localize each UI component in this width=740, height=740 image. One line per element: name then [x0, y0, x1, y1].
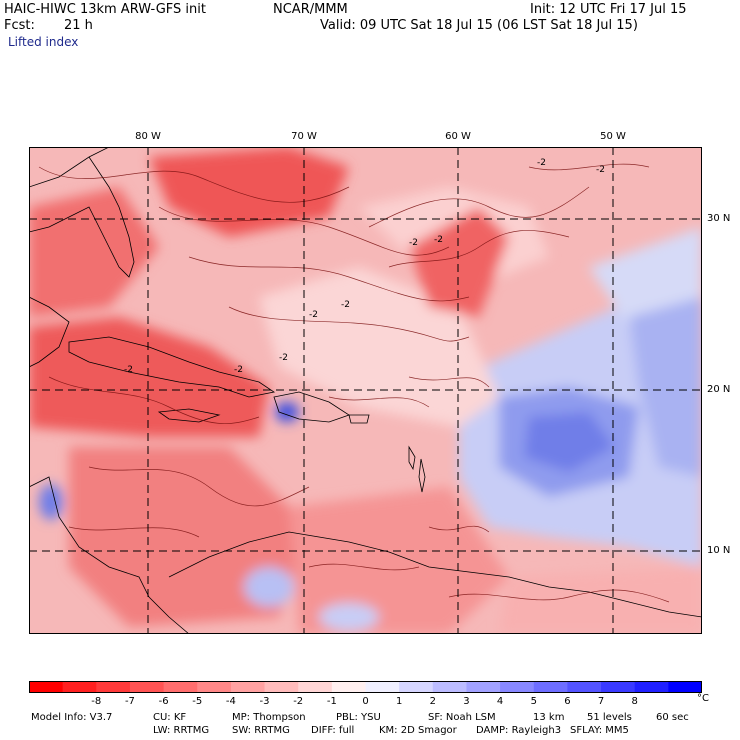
- graticule: [29, 147, 702, 634]
- legend-swatch: [230, 681, 266, 693]
- lat-label-10n: 10 N: [707, 545, 731, 556]
- lon-label-80w: 80 W: [135, 131, 161, 142]
- lon-label-60w: 60 W: [445, 131, 471, 142]
- legend-swatch: [567, 681, 602, 693]
- legend-tick-label: -7: [124, 696, 135, 707]
- contour-label: -2: [124, 365, 133, 375]
- lat-label-20n: 20 N: [707, 384, 731, 395]
- contour-label: -2: [596, 165, 605, 175]
- legend-swatch: [264, 681, 299, 693]
- legend-swatch: [634, 681, 669, 693]
- model-title: HAIC-HIWC 13km ARW-GFS init: [4, 2, 206, 17]
- org-label: NCAR/MMM: [273, 2, 348, 17]
- mp-scheme: MP: Thompson: [232, 712, 306, 723]
- model-info: Model Info: V3.7: [31, 712, 113, 723]
- legend-swatch: [163, 681, 198, 693]
- forecast-label: Fcst:: [4, 18, 35, 33]
- legend-swatch: [500, 681, 535, 693]
- legend-swatch: [197, 681, 232, 693]
- lon-label-70w: 70 W: [291, 131, 317, 142]
- vertical-levels: 51 levels: [587, 712, 632, 723]
- legend-swatch: [399, 681, 434, 693]
- cu-scheme: CU: KF: [153, 712, 187, 723]
- contour-label: -2: [409, 238, 418, 248]
- contour-label: -2: [234, 365, 243, 375]
- legend-tick-label: 6: [564, 696, 571, 707]
- legend-swatch: [29, 681, 64, 693]
- color-legend: [29, 681, 702, 693]
- legend-swatch: [129, 681, 165, 693]
- contour-label: -2: [434, 235, 443, 245]
- diff-scheme: DIFF: full: [311, 725, 355, 736]
- legend-tick-label: 4: [496, 696, 504, 707]
- sflay-scheme: SFLAY: MM5: [570, 725, 629, 736]
- legend-swatch: [466, 681, 501, 693]
- contour-label: -2: [309, 310, 318, 320]
- contours: [38, 163, 670, 603]
- contour-label: -2: [341, 300, 350, 310]
- time-step: 60 sec: [656, 712, 689, 723]
- legend-swatch: [601, 681, 636, 693]
- legend-tick-label: -6: [158, 696, 169, 707]
- legend-tick-label: -5: [192, 696, 203, 707]
- pbl-scheme: PBL: YSU: [336, 712, 381, 723]
- lon-label-50w: 50 W: [600, 131, 626, 142]
- resolution: 13 km: [533, 712, 565, 723]
- init-time: Init: 12 UTC Fri 17 Jul 15: [530, 2, 687, 17]
- km-scheme: KM: 2D Smagor: [379, 725, 457, 736]
- legend-tick-label: -2: [293, 696, 304, 707]
- legend-swatch: [331, 681, 366, 693]
- sw-scheme: SW: RRTMG: [232, 725, 290, 736]
- legend-tick-label: 7: [597, 696, 605, 707]
- legend-tick-label: 3: [463, 696, 470, 707]
- lifted-index-map: -2 -2 -2 -2 -2 -2 -2 -2 -2: [29, 147, 702, 634]
- legend-swatch: [432, 681, 467, 693]
- forecast-hour: 21 h: [64, 18, 93, 33]
- legend-swatch: [62, 681, 97, 693]
- legend-swatch: [96, 681, 131, 693]
- legend-swatch: [668, 681, 702, 693]
- lat-label-30n: 30 N: [707, 213, 731, 224]
- valid-time: Valid: 09 UTC Sat 18 Jul 15 (06 LST Sat …: [320, 18, 638, 33]
- map-frame: [29, 147, 702, 634]
- legend-tick-label: 2: [429, 696, 436, 707]
- lw-scheme: LW: RRTMG: [153, 725, 210, 736]
- damp-scheme: DAMP: Rayleigh3: [476, 725, 562, 736]
- coastlines: [29, 147, 702, 634]
- legend-swatch: [533, 681, 568, 693]
- legend-tick-label: 5: [530, 696, 537, 707]
- legend-swatch: [298, 681, 333, 693]
- legend-tick-label: -4: [225, 696, 236, 707]
- legend-tick-label: -1: [326, 696, 337, 707]
- legend-tick-label: 0: [362, 696, 369, 707]
- legend-tick-label: 1: [395, 696, 403, 707]
- legend-tick-label: -3: [259, 696, 270, 707]
- legend-swatch: [365, 681, 400, 693]
- sf-scheme: SF: Noah LSM: [428, 712, 496, 723]
- legend-tick-label: 8: [631, 696, 638, 707]
- field-name: Lifted index: [8, 35, 79, 49]
- legend-unit: °C: [697, 693, 709, 704]
- legend-frame: [29, 681, 702, 693]
- legend-tick-label: -8: [91, 696, 102, 707]
- contour-label: -2: [279, 353, 288, 363]
- contour-label: -2: [537, 158, 546, 168]
